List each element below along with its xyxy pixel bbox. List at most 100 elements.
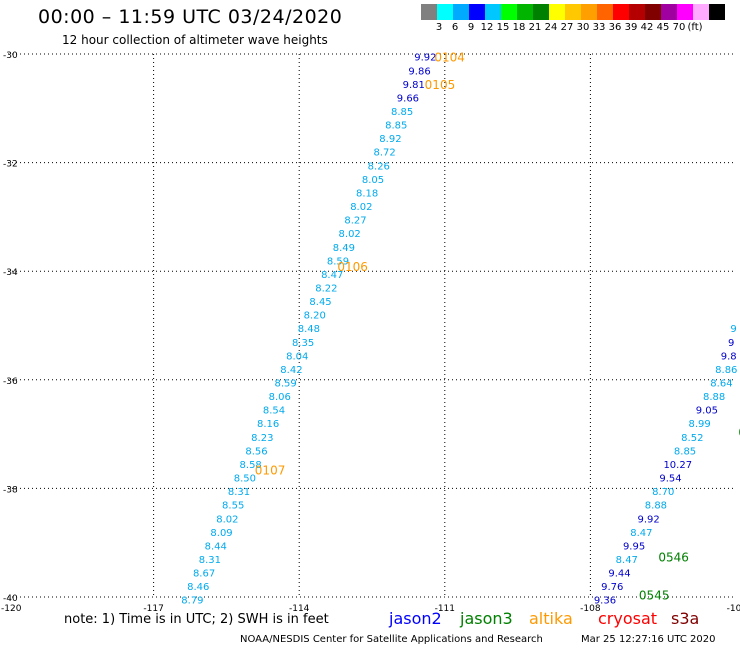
wave-height-point: 8.02 [350,202,372,213]
legend-label: 12 [480,22,494,33]
legend-swatch [709,4,725,20]
x-tick-label: -114 [289,604,310,614]
legend-label: 39 [624,22,638,33]
wave-height-point: 9.86 [408,66,430,77]
wave-height-point: 9.95 [623,541,645,552]
wave-height-point: 8.46 [187,582,209,593]
legend-swatch [469,4,485,20]
legend-label: 3 [435,22,443,33]
legend-label: 9 [467,22,475,33]
wave-height-point: 9.66 [397,93,419,104]
wave-height-point: 8.09 [210,528,232,539]
time-label: 0107 [255,463,286,477]
legend-label: (ft) [687,22,703,33]
legend-swatch [661,4,677,20]
wave-height-point: 8.48 [298,324,320,335]
wave-height-point: 8.47 [616,555,638,566]
wave-height-point: 8.92 [379,134,401,145]
wave-height-point: 8.02 [339,229,361,240]
legend-swatch [693,4,709,20]
legend-swatch [421,4,437,20]
wave-height-point: 9.92 [638,514,660,525]
time-label: 054 [738,425,740,439]
y-tick-label: -30 [3,51,18,61]
legend-label: 45 [656,22,670,33]
x-tick-label: -117 [143,604,163,614]
legend-swatch [549,4,565,20]
legend-label: 36 [608,22,622,33]
legend-swatch [677,4,693,20]
credit-footer: NOAA/NESDIS Center for Satellite Applica… [240,634,543,645]
wave-height-point: 8.42 [280,365,302,376]
satellite-label-s3a: s3a [671,609,700,628]
wave-height-point: 9.36 [594,596,616,607]
wave-height-point: 8.02 [216,514,238,525]
legend-swatch [629,4,645,20]
wave-height-point: 9.81 [403,80,425,91]
wave-height-point: 8.05 [362,175,384,186]
legend-label: 33 [592,22,606,33]
wave-height-point: 8.18 [356,188,378,199]
legend-label: 42 [640,22,654,33]
satellite-label-jason3: jason3 [460,609,513,628]
x-tick-label: -10 [727,604,740,614]
x-tick-label: -120 [1,604,22,614]
wave-height-point: 9 [730,324,736,335]
legend-swatch [501,4,517,20]
wave-height-point: 8.56 [245,446,267,457]
wave-height-point: 8.47 [630,528,652,539]
wave-height-point: 8.72 [373,148,395,159]
wave-height-point: 8.70 [652,487,674,498]
wave-height-point: 8.31 [199,555,221,566]
wave-height-point: 8.85 [674,446,696,457]
legend-label: 6 [451,22,459,33]
legend-swatch [453,4,469,20]
wave-height-point: 8.20 [304,311,326,322]
map-subtitle: 12 hour collection of altimeter wave hei… [62,33,328,47]
legend-label: 30 [576,22,590,33]
wave-height-point: 9.76 [601,582,623,593]
y-tick-label: -38 [3,485,18,495]
y-tick-label: -40 [3,594,18,604]
wave-height-point: 8.64 [710,379,732,390]
time-label: 0546 [658,550,689,564]
time-label: 0104 [434,51,465,65]
wave-height-point: 8.59 [274,379,296,390]
wave-height-point: 8.58 [240,460,262,471]
wave-height-point: 8.44 [205,541,227,552]
x-tick-label: -111 [435,604,455,614]
satellite-label-cryosat: cryosat [598,609,658,628]
wave-height-point: 8.27 [344,216,366,227]
wave-height-point: 8.86 [715,365,737,376]
y-tick-label: -32 [3,160,18,170]
wave-height-point: 8.50 [234,474,256,485]
wave-height-point: 9.44 [608,569,630,580]
y-tick-label: -36 [3,377,18,387]
wave-height-point: 8.49 [333,243,355,254]
wave-height-point: 10.27 [663,460,692,471]
wave-height-point: 8.99 [688,419,710,430]
legend-swatch [533,4,549,20]
wave-height-point: 8.59 [327,256,349,267]
legend-swatch [597,4,613,20]
map-title: 00:00 – 11:59 UTC 03/24/2020 [38,6,343,28]
wave-height-point: 8.06 [269,392,291,403]
time-label: 0105 [425,78,456,92]
wave-height-point: 9 [728,338,734,349]
satellite-label-altika: altika [529,609,573,628]
wave-height-point: 8.26 [368,161,390,172]
wave-height-point: 8.85 [385,121,407,132]
legend-label: 21 [528,22,542,33]
legend-swatch [581,4,597,20]
legend-label: 24 [544,22,558,33]
wave-height-point: 8.16 [257,419,279,430]
wave-height-point: 9.92 [414,53,436,64]
wave-height-point: 9.54 [659,474,681,485]
satellite-label-jason2: jason2 [389,609,442,628]
legend-swatch [645,4,661,20]
wave-height-point: 8.54 [263,406,285,417]
legend-swatch [613,4,629,20]
x-tick-label: -108 [580,604,601,614]
y-tick-label: -34 [3,268,18,278]
